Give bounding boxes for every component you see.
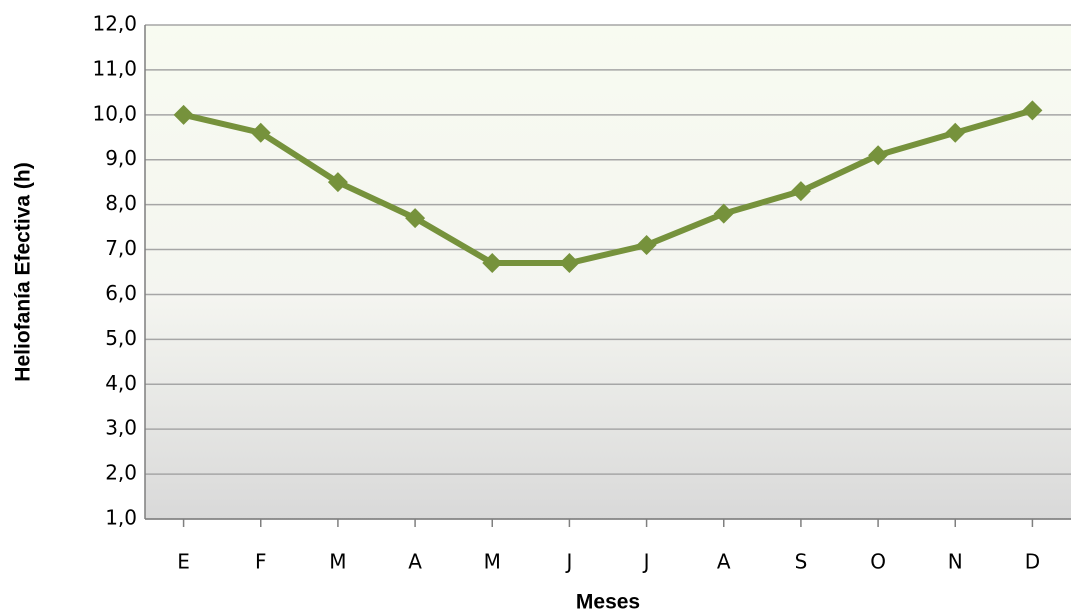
point-marker <box>1022 100 1043 121</box>
y-tick-label: 5,0 <box>105 326 137 350</box>
point-marker <box>790 181 811 202</box>
point-marker <box>482 253 503 274</box>
x-tick-label: O <box>870 550 886 574</box>
y-tick-label: 1,0 <box>105 506 137 530</box>
point-marker <box>713 203 734 224</box>
point-marker <box>559 253 580 274</box>
x-tick-label: J <box>564 550 572 574</box>
y-axis-title: Heliofanía Efectiva (h) <box>12 162 35 381</box>
x-tick-label: D <box>1025 550 1040 574</box>
point-marker <box>945 122 966 143</box>
x-tick-label: M <box>329 550 346 574</box>
x-tick-label: A <box>717 550 731 574</box>
x-tick-label: M <box>484 550 501 574</box>
point-marker <box>868 145 889 166</box>
point-marker <box>405 208 426 229</box>
x-tick-label: N <box>948 550 963 574</box>
point-marker <box>173 104 194 125</box>
point-marker <box>636 235 657 256</box>
point-marker <box>327 172 348 193</box>
y-tick-label: 3,0 <box>105 416 137 440</box>
plot-area <box>145 25 1071 519</box>
x-tick-label: A <box>408 550 422 574</box>
x-tick-label: J <box>642 550 650 574</box>
x-tick-label: S <box>795 550 808 574</box>
y-tick-label: 12,0 <box>92 12 137 36</box>
y-tick-label: 6,0 <box>105 281 137 305</box>
series-line <box>182 107 1034 267</box>
y-tick-label: 9,0 <box>105 146 137 170</box>
x-axis-title: Meses <box>576 591 640 614</box>
point-marker <box>250 122 271 143</box>
y-tick-label: 11,0 <box>92 56 137 80</box>
x-tick-label: E <box>177 550 190 574</box>
y-tick-label: 2,0 <box>105 461 137 485</box>
y-tick-label: 7,0 <box>105 236 137 260</box>
x-tick-label: F <box>255 550 267 574</box>
y-tick-label: 10,0 <box>92 101 137 125</box>
y-tick-label: 4,0 <box>105 371 137 395</box>
y-tick-label: 8,0 <box>105 191 137 215</box>
